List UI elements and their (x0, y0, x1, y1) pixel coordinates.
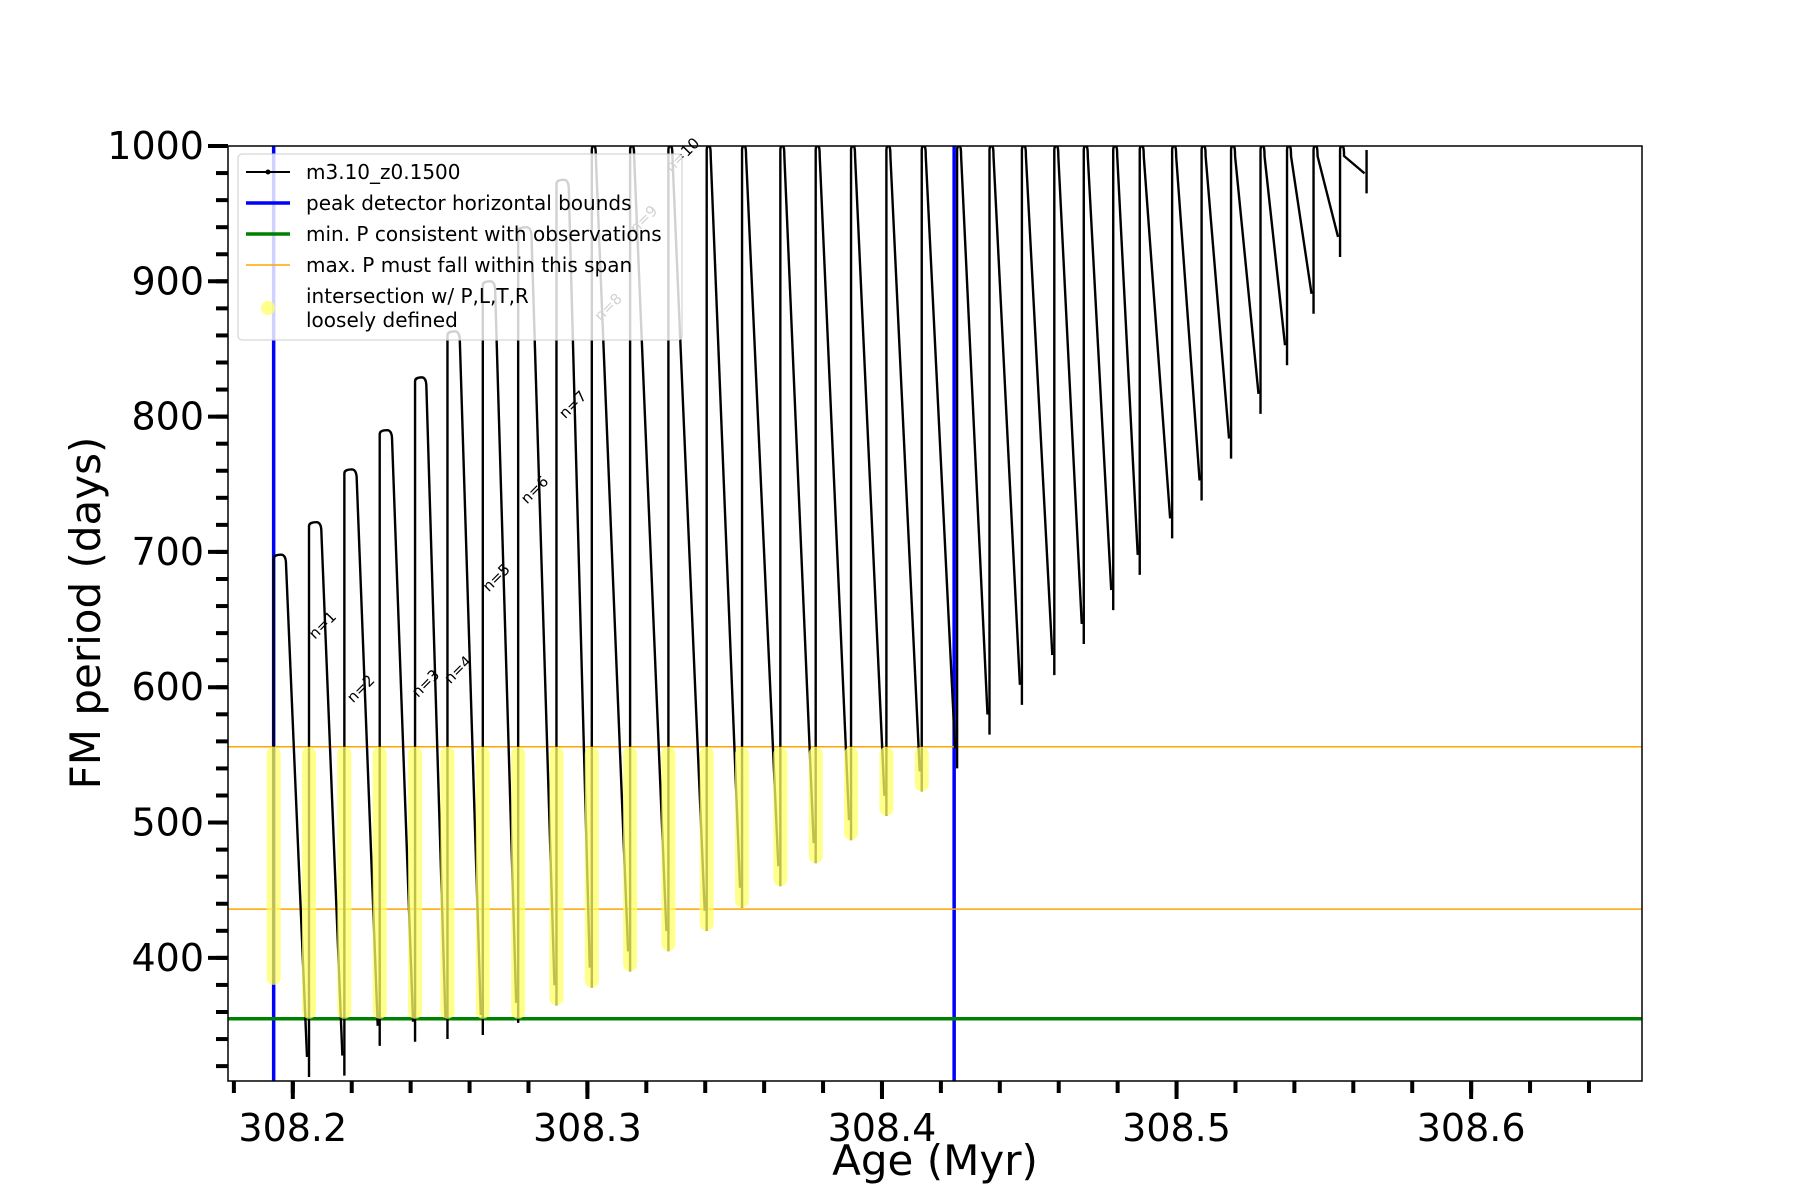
intersection-marker-16 (808, 746, 823, 864)
pulse-14 (740, 146, 780, 908)
pulse-18 (885, 146, 921, 816)
intersection-marker-15 (773, 746, 788, 887)
pulse-32 (1312, 146, 1340, 314)
legend-box (237, 153, 683, 341)
y-axis: 400 500 600 700 800 900 1000 (107, 124, 228, 1069)
legend-swatch-dot-1 (265, 169, 271, 175)
x-axis-label: Age (Myr) (832, 1136, 1038, 1185)
legend-label-3: min. P consistent with observations (306, 222, 662, 246)
pulse-4 (378, 428, 415, 1046)
intersection-marker-13 (699, 746, 714, 931)
plot-frame (227, 145, 1643, 1082)
intersection-marker-8 (511, 746, 526, 1019)
pulse-26 (1138, 146, 1172, 575)
pulse-29 (1229, 146, 1260, 459)
pulse-20 (955, 146, 989, 769)
y-tick-label-3: 600 (131, 665, 204, 709)
x-axis: 308.2 308.3 308.4 308.5 308.6 (231, 1081, 1591, 1150)
pulse-16 (814, 146, 851, 864)
y-tick-label-7: 1000 (107, 124, 204, 168)
intersection-marker-2 (302, 746, 317, 1019)
y-tick-label-2: 500 (131, 801, 204, 845)
pulse-3 (343, 468, 379, 1076)
intersection-marker-9 (549, 746, 564, 1006)
pulse-23 (1053, 146, 1083, 676)
pulse-22 (1020, 146, 1054, 705)
legend-label-4: max. P must fall within this span (306, 253, 632, 277)
x-tick-label-3: 308.4 (828, 1106, 937, 1150)
y-tick-label-5: 800 (131, 395, 204, 439)
pulse-25 (1112, 146, 1139, 611)
pulse-28 (1200, 146, 1231, 501)
pulse-31 (1285, 146, 1313, 366)
intersection-marker-6 (440, 746, 455, 1019)
intersection-marker-14 (735, 746, 750, 908)
pulse-1 (272, 553, 309, 1057)
x-tick-label-5: 308.6 (1417, 1106, 1526, 1150)
x-tick-label-4: 308.5 (1122, 1106, 1231, 1150)
x-tick-label-1: 308.2 (238, 1106, 347, 1150)
pulse-15 (779, 146, 815, 887)
period-reference-lines (228, 746, 1642, 1021)
pulse-30 (1259, 146, 1287, 414)
pulse-11 (628, 146, 668, 972)
legend-label-1: m3.10_z0.1500 (306, 160, 461, 184)
pulse-12 (667, 146, 706, 952)
intersection-marker-19 (914, 746, 929, 792)
pulse-33 (1338, 146, 1366, 257)
intersection-markers (266, 746, 929, 1019)
intersection-marker-5 (408, 746, 423, 1019)
legend-label-2: peak detector horizontal bounds (306, 191, 632, 215)
pulse-27 (1170, 146, 1201, 539)
y-tick-label-1: 400 (131, 936, 204, 980)
pulse-2 (307, 520, 344, 1077)
y-axis-label: FM period (days) (61, 437, 110, 790)
pulse-21 (988, 146, 1022, 735)
y-tick-label-6: 900 (131, 259, 204, 303)
intersection-marker-1 (266, 746, 281, 985)
pulse-24 (1082, 146, 1113, 644)
intersection-marker-3 (337, 746, 352, 1019)
x-tick-label-2: 308.3 (533, 1106, 642, 1150)
intersection-marker-4 (372, 746, 387, 1019)
legend-label-5: intersection w/ P,L,T,R loosely defined (306, 284, 529, 332)
intersection-marker-11 (623, 746, 638, 972)
intersection-marker-10 (584, 746, 599, 988)
pulse-5 (413, 376, 447, 1042)
pulse-10 (590, 146, 630, 988)
pulse-17 (849, 146, 886, 841)
intersection-marker-17 (844, 746, 859, 841)
legend-swatch-5 (261, 301, 275, 315)
intersection-marker-18 (879, 746, 894, 816)
pulse-19 (920, 146, 957, 792)
intersection-marker-12 (661, 746, 676, 952)
pulse-13 (705, 146, 742, 931)
y-tick-label-4: 700 (131, 530, 204, 574)
intersection-marker-7 (475, 746, 490, 1019)
